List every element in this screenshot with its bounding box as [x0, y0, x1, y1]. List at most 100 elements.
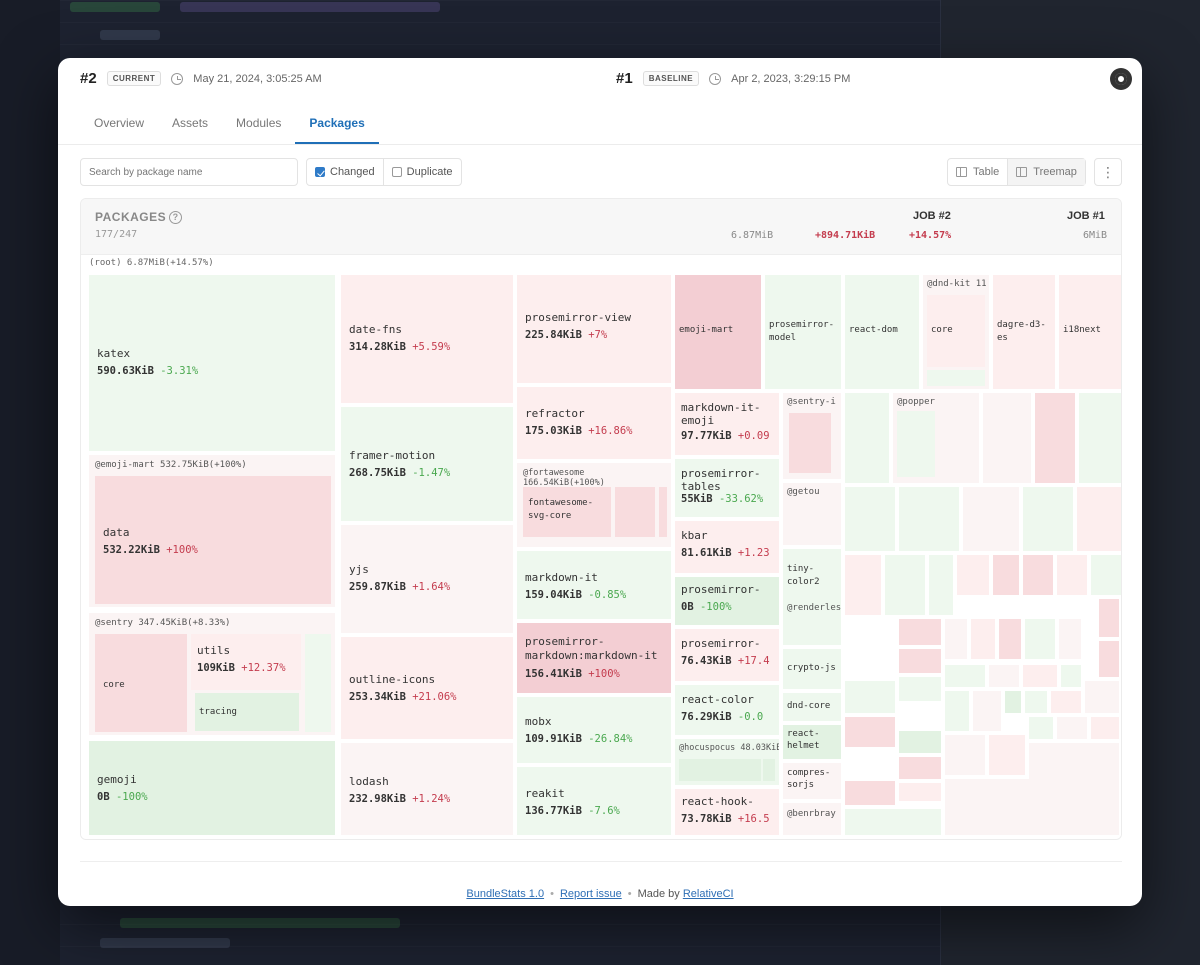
checkbox-icon[interactable] — [391, 167, 402, 177]
treemap-cell-compressorjs[interactable]: compres-sorjs — [783, 763, 841, 799]
treemap-cell-misc-16[interactable] — [1057, 555, 1087, 595]
treemap-cell-hocuspocus-provider[interactable] — [679, 759, 761, 781]
tab-overview[interactable]: Overview — [94, 116, 145, 130]
treemap-cell-dnd-core[interactable]: dnd-core — [783, 693, 841, 721]
more-options-button[interactable]: ⋮ — [1094, 158, 1122, 186]
treemap-cell-misc-6[interactable] — [899, 487, 959, 551]
treemap-cell-dnd-kit-core[interactable]: core — [927, 295, 985, 367]
checkbox-checked-icon[interactable] — [315, 167, 325, 177]
treemap-cell-markdown-it-emoji[interactable]: markdown-it-emoji 97.77KiB +0.09 — [675, 393, 779, 455]
treemap-cell-misc-34[interactable] — [989, 665, 1019, 687]
treemap-cell-outline-icons[interactable]: outline-icons 253.34KiB +21.06% — [341, 637, 513, 739]
treemap-cell-misc-19[interactable] — [945, 619, 967, 659]
treemap-cell-misc-42[interactable] — [1051, 691, 1081, 713]
treemap-cell-misc-30[interactable] — [899, 757, 941, 779]
treemap-cell-misc-2[interactable] — [983, 393, 1031, 483]
treemap-cell-prosemirror-view[interactable]: prosemirror-view 225.84KiB +7% — [517, 275, 671, 383]
treemap-group-fortawesome[interactable]: @fortawesome 166.54KiB(+100%) fontawesom… — [517, 463, 671, 547]
treemap-cell-hocuspocus-other[interactable] — [763, 759, 775, 781]
treemap-cell-misc-14[interactable] — [993, 555, 1019, 595]
treemap-group-dnd-kit[interactable]: @dnd-kit 11 core — [923, 275, 989, 389]
treemap-cell-misc-23[interactable] — [1059, 619, 1081, 659]
treemap-cell-react-hook[interactable]: react-hook- 73.78KiB +16.5 — [675, 789, 779, 835]
treemap-cell-misc-13[interactable] — [957, 555, 989, 595]
treemap-cell-misc-51[interactable] — [945, 779, 1119, 835]
tab-packages[interactable]: Packages — [295, 106, 380, 144]
treemap-cell-misc-22[interactable] — [1025, 619, 1055, 659]
treemap-cell-prosemirror-tables[interactable]: prosemirror-tables 55KiB -33.62% — [675, 459, 779, 517]
treemap-cell-react-dom[interactable]: react-dom — [845, 275, 919, 389]
treemap-cell-misc-1[interactable] — [845, 393, 889, 483]
treemap-cell-misc-36[interactable] — [1061, 665, 1081, 687]
treemap-cell-utils[interactable]: utils 109KiB +12.37% — [191, 634, 301, 690]
treemap-cell-misc-7[interactable] — [963, 487, 1019, 551]
treemap-cell-katex[interactable]: katex 590.63KiB -3.31% — [89, 275, 335, 451]
treemap-cell-misc-39[interactable] — [973, 691, 1001, 731]
treemap-group-benrbray[interactable]: @benrbray — [783, 803, 841, 835]
treemap-cell-sentry-other[interactable] — [305, 634, 331, 732]
treemap-cell-gemoji[interactable]: gemoji 0B -100% — [89, 741, 335, 835]
treemap-cell-misc-25[interactable] — [899, 649, 941, 673]
treemap-group-hocuspocus[interactable]: @hocuspocus 48.03KiB — [675, 739, 779, 785]
treemap-cell-i18next[interactable]: i18next — [1059, 275, 1121, 389]
treemap-cell-sentry-internal[interactable] — [789, 413, 831, 473]
treemap-cell-dagre-d3-es[interactable]: dagre-d3-es — [993, 275, 1055, 389]
report-issue-link[interactable]: Report issue — [559, 888, 622, 900]
treemap-cell-misc-44[interactable] — [945, 735, 985, 775]
treemap-cell-yjs[interactable]: yjs 259.87KiB +1.64% — [341, 525, 513, 633]
treemap-cell-misc-10[interactable] — [845, 555, 881, 615]
tab-modules[interactable]: Modules — [236, 116, 282, 130]
treemap-cell-misc-15[interactable] — [1023, 555, 1053, 595]
treemap-cell-misc-9[interactable] — [1077, 487, 1121, 551]
treemap-group-emoji-mart[interactable]: @emoji-mart 532.75KiB(+100%) data 532.22K… — [89, 455, 335, 607]
treemap-cell-popper-core[interactable] — [897, 411, 935, 477]
treemap-cell-lodash[interactable]: lodash 232.98KiB +1.24% — [341, 743, 513, 835]
search-input[interactable] — [80, 158, 298, 186]
treemap-cell-misc-20[interactable] — [971, 619, 995, 659]
treemap-cell-misc-24[interactable] — [1099, 599, 1119, 637]
treemap-cell-misc-35[interactable] — [1023, 665, 1057, 687]
treemap-cell-prosemirror-x[interactable]: prosemirror- 76.43KiB +17.4 — [675, 629, 779, 681]
treemap-cell-fontawesome-other[interactable] — [659, 487, 667, 537]
treemap-cell-reakit[interactable]: reakit 136.77KiB -7.6% — [517, 767, 671, 835]
treemap-cell-react-color[interactable]: react-color 76.29KiB -0.0 — [675, 685, 779, 735]
github-icon[interactable] — [1110, 68, 1132, 90]
treemap-cell-misc-21[interactable] — [999, 619, 1021, 659]
treemap-cell-misc-18[interactable] — [899, 619, 941, 645]
treemap-cell-misc-32[interactable] — [899, 783, 941, 801]
treemap-cell-misc-43[interactable] — [1085, 681, 1119, 713]
treemap-cell-misc-5[interactable] — [845, 487, 895, 551]
treemap-cell-misc-38[interactable] — [945, 691, 969, 731]
treemap-cell-misc-29[interactable] — [899, 731, 941, 753]
treemap-cell-crypto-js[interactable]: crypto-js — [783, 649, 841, 689]
treemap-group-popper[interactable]: @popper — [893, 393, 979, 483]
treemap-cell-prosemirror-unknown[interactable]: prosemirror- 0B -100% — [675, 577, 779, 625]
treemap-group-sentry-internal[interactable]: @sentry-i — [783, 393, 841, 479]
treemap-cell-markdown-it[interactable]: markdown-it 159.04KiB -0.85% — [517, 551, 671, 619]
treemap-cell-misc-50[interactable] — [845, 809, 941, 835]
treemap-cell-misc-49[interactable] — [1029, 743, 1119, 779]
treemap-cell-data[interactable]: data 532.22KiB +100% — [95, 476, 331, 604]
help-icon[interactable]: ? — [169, 211, 183, 224]
treemap-cell-mobx[interactable]: mobx 109.91KiB -26.84% — [517, 697, 671, 763]
tab-assets[interactable]: Assets — [172, 116, 209, 130]
table-view-button[interactable]: Table — [948, 159, 1007, 185]
treemap-cell-misc-26[interactable] — [845, 681, 895, 713]
treemap-group-renderles[interactable]: @renderles — [783, 597, 841, 645]
treemap-cell-misc-12[interactable] — [929, 555, 953, 615]
relativeci-link[interactable]: RelativeCI — [682, 888, 734, 900]
treemap-cell-prosemirror-model[interactable]: prosemirror-model — [765, 275, 841, 389]
treemap-cell-kbar[interactable]: kbar 81.61KiB +1.23 — [675, 521, 779, 573]
treemap-cell-misc-41[interactable] — [1025, 691, 1047, 713]
treemap-cell-tracing[interactable]: tracing — [195, 693, 299, 731]
treemap-cell-misc-47[interactable] — [1057, 717, 1087, 739]
treemap-cell-misc-3[interactable] — [1035, 393, 1075, 483]
treemap-cell-misc-4[interactable] — [1079, 393, 1121, 483]
treemap-cell-sentry-core[interactable]: core — [95, 634, 187, 732]
treemap-group-sentry[interactable]: @sentry 347.45KiB(+8.33%) core utils 109K… — [89, 613, 335, 735]
filter-changed[interactable]: Changed — [307, 159, 383, 185]
treemap-cell-framer-motion[interactable]: framer-motion 268.75KiB -1.47% — [341, 407, 513, 521]
treemap-cell-fontawesome-svg-core[interactable]: fontawesome-svg-core — [523, 487, 611, 537]
treemap-cell-misc-8[interactable] — [1023, 487, 1073, 551]
treemap-cell-misc-45[interactable] — [989, 735, 1025, 775]
